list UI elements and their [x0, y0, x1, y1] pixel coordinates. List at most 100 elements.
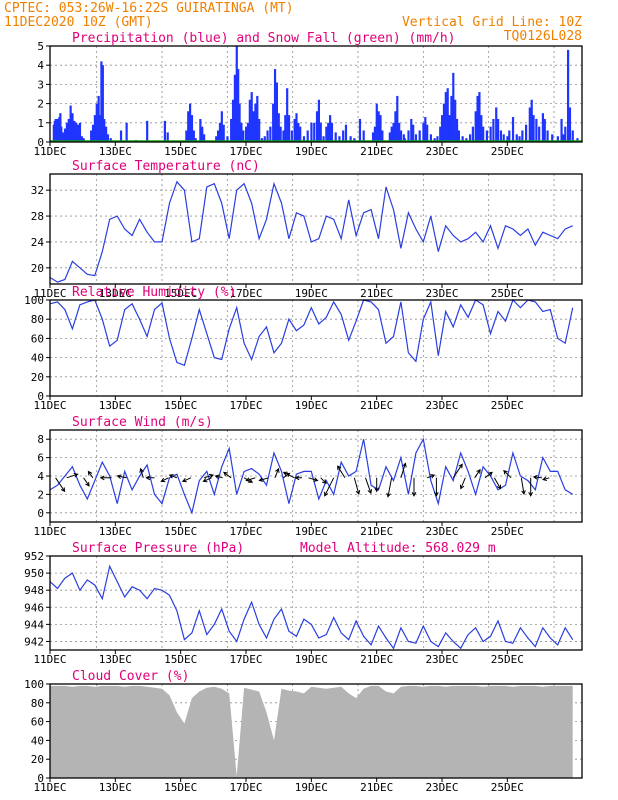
wind-ytick-label: 0 — [37, 507, 44, 520]
precip-bar — [95, 103, 98, 142]
wind-arrow — [116, 474, 127, 479]
precip-bar — [77, 124, 80, 142]
cloud-xtick-label: 21DEC — [360, 781, 393, 794]
precip-bar — [248, 99, 251, 142]
precip-bar — [571, 130, 574, 142]
wind-arrow — [426, 474, 436, 479]
precip-bar — [103, 118, 106, 142]
precip-bar — [97, 95, 100, 142]
precip-bar — [334, 132, 337, 142]
precip-bar — [246, 122, 250, 142]
rh-ytick-label: 60 — [31, 332, 44, 345]
rh-ytick-label: 0 — [37, 390, 44, 403]
precip-bar — [471, 126, 474, 142]
rh-xtick-label: 21DEC — [360, 399, 393, 412]
rh-ytick-label: 80 — [31, 313, 44, 326]
precip-bar — [422, 122, 425, 142]
precip-bar — [258, 118, 261, 142]
pres-title: Surface Pressure (hPa) — [72, 541, 244, 556]
precip-bar — [67, 118, 70, 142]
precip-xtick-label: 25DEC — [491, 145, 524, 158]
pres-ytick-label: 952 — [24, 550, 44, 563]
precip-bar — [91, 124, 95, 142]
precip-bar — [260, 138, 264, 142]
wind-ytick-label: 6 — [37, 452, 44, 465]
precip-bar — [474, 111, 477, 142]
pres-ytick-label: 944 — [24, 618, 44, 631]
wind-arrow — [294, 475, 302, 481]
precip-bar — [338, 136, 341, 142]
precip-bar — [342, 130, 345, 142]
precip-bar — [398, 122, 401, 142]
pres-xtick-label: 17DEC — [229, 653, 262, 666]
precip-bar — [62, 132, 65, 142]
wind-arrow — [374, 477, 380, 493]
precip-bar — [330, 122, 334, 142]
wind-arrow — [459, 477, 466, 490]
precip-bar — [101, 65, 104, 142]
precip-bar — [190, 115, 194, 142]
wind-arrow — [532, 474, 542, 480]
temp-xtick-label: 25DEC — [491, 287, 524, 300]
rh-title: Relative Humidity (%) — [72, 285, 236, 300]
precip-bar — [242, 130, 245, 142]
precip-xtick-label: 21DEC — [360, 145, 393, 158]
precip-bar — [194, 138, 197, 142]
wind-arrow — [541, 476, 550, 481]
precip-bar — [306, 130, 309, 142]
precip-bar — [499, 130, 502, 142]
wind-arrow — [202, 477, 212, 483]
cloud-ytick-label: 20 — [31, 753, 44, 766]
precip-bar — [220, 111, 223, 142]
temp-ytick-label: 28 — [31, 210, 44, 223]
precip-bar — [353, 138, 356, 142]
wind-arrow — [484, 471, 493, 479]
temp-frame — [49, 173, 583, 285]
precip-bar — [78, 122, 82, 142]
precip-bar — [263, 136, 266, 142]
rh-xtick-label: 15DEC — [164, 399, 197, 412]
wind-arrow — [386, 477, 393, 498]
precip-bar — [319, 122, 322, 142]
rh-ytick-label: 100 — [24, 294, 44, 307]
precip-bar — [106, 134, 110, 142]
rh-xtick-label: 19DEC — [295, 399, 328, 412]
precip-bar — [465, 138, 468, 142]
precip-bar — [461, 136, 464, 142]
precip-bar — [273, 69, 277, 142]
precip-bar — [222, 124, 225, 142]
precip-bar — [60, 126, 63, 142]
precip-bar — [297, 122, 300, 142]
precip-bar — [310, 122, 313, 142]
precip-bar — [82, 138, 85, 142]
wind-arrow — [528, 477, 534, 497]
precip-bar — [489, 126, 492, 142]
temp-xtick-label: 21DEC — [360, 287, 393, 300]
precip-bar — [444, 92, 447, 142]
pres-xtick-label: 15DEC — [164, 653, 197, 666]
precip-bar — [373, 126, 376, 142]
precip-bar — [287, 115, 291, 142]
precip-bar — [392, 122, 395, 142]
precip-bar — [231, 99, 235, 142]
precip-bar — [515, 134, 518, 142]
precip-bar — [508, 130, 511, 142]
precip-bar — [252, 111, 255, 142]
precip-bar — [358, 118, 362, 142]
cloud-title: Cloud Cover (%) — [72, 669, 189, 684]
precip-bar — [187, 111, 190, 142]
precip-bar — [495, 107, 498, 142]
temp-line — [49, 180, 573, 283]
pres-panel: 942 944 946 948 950 952 11DEC 13DEC 15DEC 17DEC 19… — [24, 541, 583, 666]
wind-arrow — [411, 477, 417, 497]
cloud-ytick-label: 40 — [31, 734, 44, 747]
rh-frame — [49, 299, 583, 397]
precip-bar — [497, 118, 500, 142]
precip-bar — [485, 130, 488, 142]
precip-bar — [284, 115, 287, 142]
header-code: TQ0126L028 — [504, 29, 582, 44]
temp-xtick-label: 17DEC — [229, 287, 262, 300]
precip-bar — [543, 118, 546, 142]
pres-xtick-label: 23DEC — [425, 653, 458, 666]
cloud-xtick-label: 19DEC — [295, 781, 328, 794]
